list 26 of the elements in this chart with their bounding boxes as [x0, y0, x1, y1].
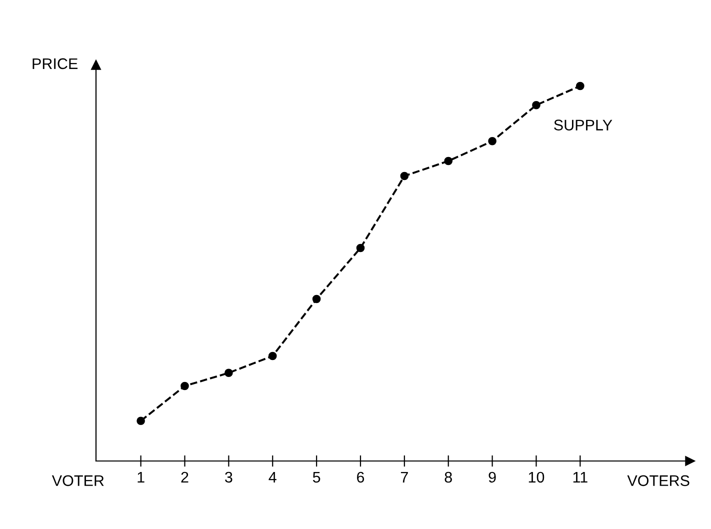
x-tick-label: 5 [312, 472, 320, 483]
x-tick-label: 6 [357, 472, 364, 483]
point [136, 416, 145, 426]
point [224, 368, 233, 378]
x-tick-label: 7 [400, 472, 408, 482]
point [488, 136, 496, 146]
point [180, 382, 189, 390]
point [312, 294, 321, 304]
point [576, 82, 584, 90]
x-tick-label: 1 [138, 472, 144, 482]
x-tick-label: 2 [181, 472, 188, 482]
x-tick-label: 8 [444, 472, 452, 483]
point [356, 244, 365, 252]
annotation: SUPPLY [554, 120, 612, 130]
point [400, 172, 409, 180]
x-tick-label: 4 [268, 472, 276, 482]
point [444, 156, 453, 166]
x-tick-label: 9 [488, 472, 496, 483]
point [268, 352, 277, 360]
x-tick-label: 3 [225, 472, 232, 483]
text: VOTER [52, 475, 104, 486]
x-axis-title: VOTERS [627, 475, 690, 486]
x-tick-label: 11 [573, 472, 588, 482]
x-tick-label: 10 [528, 472, 544, 483]
point [532, 100, 540, 110]
y-axis-title: PRICE [32, 58, 78, 70]
